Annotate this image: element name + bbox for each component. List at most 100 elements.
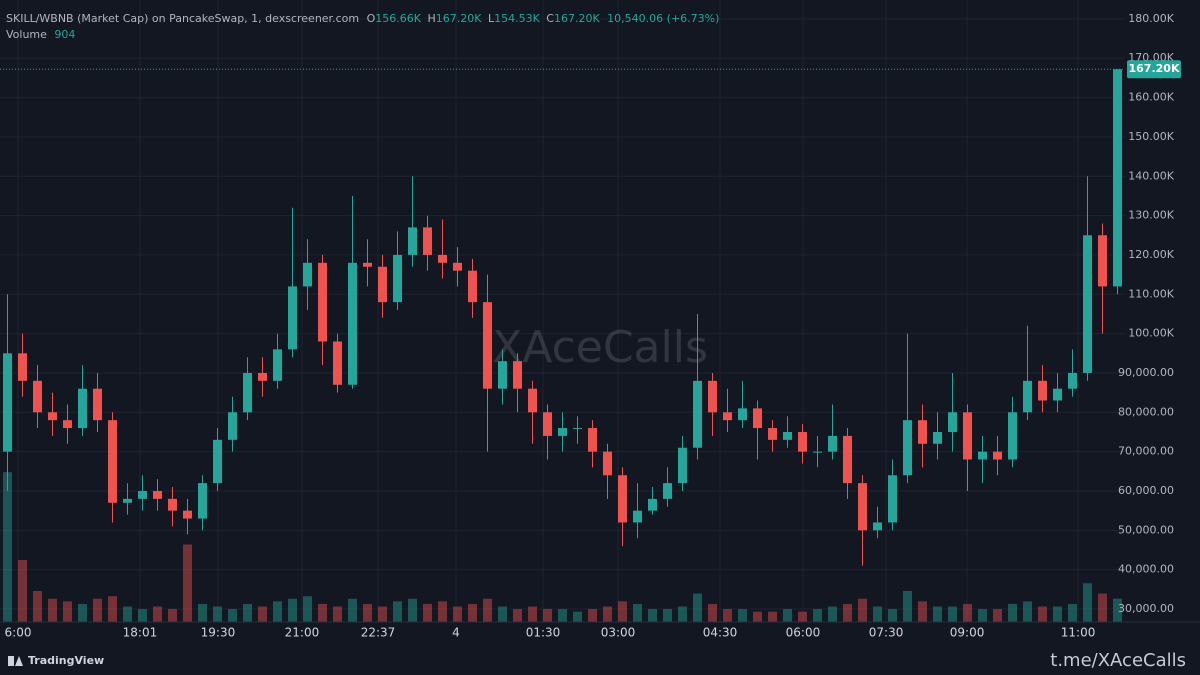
- volume-bar: [198, 603, 207, 622]
- x-tick-label: 04:30: [703, 626, 738, 640]
- candle-body: [378, 266, 387, 303]
- y-tick-label: 180.00K: [1128, 12, 1174, 25]
- volume-bar: [273, 601, 282, 622]
- volume-bar: [858, 598, 867, 622]
- candle-body: [168, 498, 177, 511]
- y-tick-label: 160.00K: [1128, 91, 1174, 104]
- candle-body: [438, 254, 447, 263]
- y-tick-label: 30,000.00: [1118, 602, 1174, 615]
- volume-bar: [768, 611, 777, 622]
- candle-body: [18, 353, 27, 381]
- candle-body: [723, 412, 732, 421]
- candle-body: [483, 302, 492, 389]
- volume-bar: [378, 606, 387, 622]
- volume-bar: [1023, 601, 1032, 622]
- candle-body: [888, 475, 897, 523]
- candle-body: [738, 408, 747, 421]
- y-tick-label: 120.00K: [1128, 248, 1174, 261]
- volume-bar: [603, 606, 612, 622]
- volume-bar: [468, 603, 477, 622]
- footer-brand: TradingView: [28, 654, 104, 667]
- candle-body: [1068, 372, 1077, 389]
- l-label: L: [488, 12, 495, 25]
- y-tick-label: 150.00K: [1128, 130, 1174, 143]
- candle-body: [798, 431, 807, 452]
- volume-bar: [798, 611, 807, 622]
- candle-body: [1023, 380, 1032, 413]
- candle-body: [3, 353, 12, 452]
- l-value: 154.53K: [494, 12, 540, 25]
- y-tick-label: 50,000.00: [1118, 523, 1174, 536]
- volume-bar: [1053, 606, 1062, 622]
- candle-body: [543, 412, 552, 436]
- candle-body: [348, 262, 357, 385]
- volume-bar: [48, 598, 57, 622]
- y-tick-label: 140.00K: [1128, 169, 1174, 182]
- y-tick-label: 80,000.00: [1118, 405, 1174, 418]
- volume-bar: [753, 611, 762, 622]
- candle-body: [213, 439, 222, 484]
- volume-bar: [318, 603, 327, 622]
- candle-body: [903, 420, 912, 476]
- volume-bar: [978, 609, 987, 622]
- candle-body: [1008, 412, 1017, 460]
- volume-bar: [63, 601, 72, 622]
- volume-bar: [168, 609, 177, 622]
- volume-bar: [948, 606, 957, 622]
- candle-body: [588, 428, 597, 452]
- watermark: XAceCalls: [492, 322, 708, 373]
- candle-body: [363, 262, 372, 267]
- tradingview-logo: [8, 656, 23, 666]
- volume-bar: [438, 601, 447, 622]
- volume-bar: [723, 609, 732, 622]
- candle-body: [393, 254, 402, 303]
- candle-body: [813, 451, 822, 453]
- volume-bar: [708, 603, 717, 622]
- x-tick-label: 07:30: [869, 626, 904, 640]
- candle-body: [468, 270, 477, 303]
- volume-bar: [648, 609, 657, 622]
- volume-bar: [903, 591, 912, 622]
- volume-bar: [993, 609, 1002, 622]
- candle-body: [273, 349, 282, 381]
- candle-body: [63, 420, 72, 429]
- volume-bar: [183, 544, 192, 622]
- candle-body: [1053, 388, 1062, 401]
- volume-bar: [3, 472, 12, 622]
- x-tick-label: 09:00: [950, 626, 985, 640]
- candle-body: [408, 227, 417, 255]
- volume-value: 904: [54, 28, 75, 41]
- candle-body: [423, 227, 432, 255]
- x-tick-label: 19:30: [201, 626, 236, 640]
- volume-bar: [228, 609, 237, 622]
- candle-body: [123, 498, 132, 503]
- volume-bar: [123, 606, 132, 622]
- volume-bar: [33, 591, 42, 622]
- volume-bar: [543, 609, 552, 622]
- volume-bar: [558, 609, 567, 622]
- candle-body: [918, 420, 927, 444]
- volume-bar: [693, 593, 702, 622]
- candle-body: [93, 388, 102, 421]
- x-tick-label: 21:00: [285, 626, 320, 640]
- volume-bar: [933, 606, 942, 622]
- y-tick-label: 40,000.00: [1118, 563, 1174, 576]
- volume-bar: [528, 606, 537, 622]
- volume-bar: [78, 603, 87, 622]
- candle-body: [1098, 235, 1107, 287]
- candle-body: [78, 388, 87, 429]
- candle-body: [33, 380, 42, 413]
- x-tick-label: 6:00: [5, 626, 32, 640]
- last-price-label: 167.20K: [1129, 62, 1180, 75]
- volume-bar: [363, 603, 372, 622]
- x-tick-label: 18:01: [123, 626, 158, 640]
- volume-bar: [288, 598, 297, 622]
- candle-body: [303, 262, 312, 287]
- candle-body: [933, 431, 942, 444]
- volume-bar: [333, 606, 342, 622]
- candle-body: [993, 451, 1002, 460]
- candle-body: [633, 510, 642, 523]
